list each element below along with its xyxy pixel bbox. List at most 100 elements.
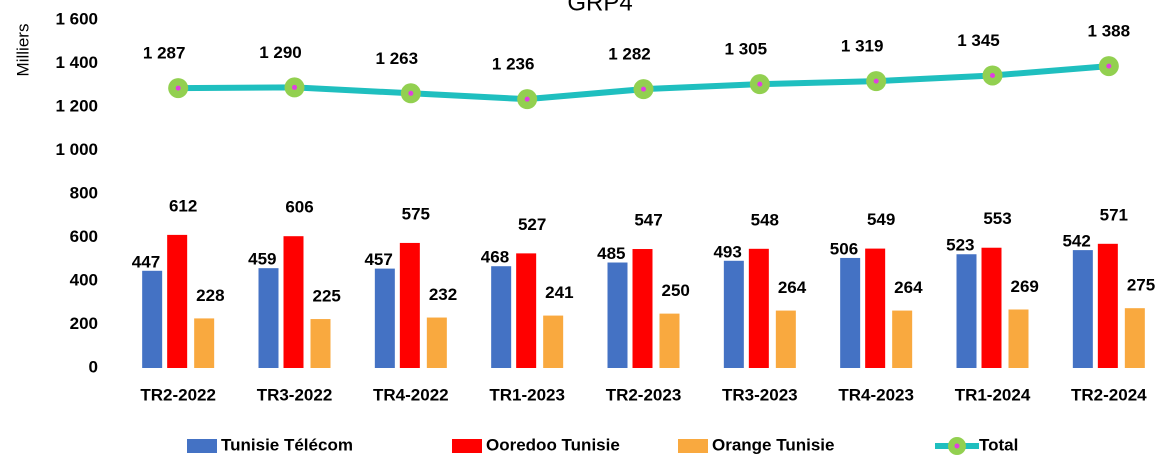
bar [167, 234, 188, 368]
bar [956, 254, 977, 368]
data-label: 1 263 [376, 49, 419, 68]
bar [892, 310, 913, 368]
bar [491, 266, 512, 368]
data-label: 571 [1100, 205, 1128, 224]
legend-label: Orange Tunisie [712, 435, 835, 454]
x-tick-label: TR2-2022 [140, 385, 216, 404]
marker-dot [1106, 63, 1112, 69]
data-label: 1 345 [957, 31, 1000, 50]
bar [748, 248, 769, 368]
y-tick-label: 1 600 [55, 9, 98, 28]
data-label: 447 [132, 252, 160, 271]
marker-dot [990, 72, 995, 78]
x-tick-label: TR1-2024 [955, 385, 1031, 404]
bar [399, 242, 420, 368]
data-label: 493 [713, 242, 741, 261]
y-tick-label: 800 [70, 183, 98, 202]
marker-dot [757, 81, 763, 87]
data-label: 527 [518, 215, 546, 234]
bar [607, 262, 628, 368]
data-label: 612 [169, 196, 197, 215]
bar [283, 236, 304, 368]
data-label: 485 [597, 244, 625, 263]
data-label: 606 [285, 198, 313, 217]
data-label: 1 305 [725, 40, 768, 59]
bar [632, 249, 653, 368]
bar [1097, 243, 1118, 368]
bar [840, 257, 861, 368]
y-tick-label: 200 [70, 314, 98, 333]
legend-label: Total [979, 435, 1018, 454]
marker-dot [641, 86, 646, 92]
bar [659, 313, 680, 368]
bar [426, 317, 447, 368]
legend-swatch [678, 439, 708, 453]
data-label: 1 282 [608, 45, 651, 64]
data-label: 1 287 [143, 44, 186, 63]
data-label: 232 [429, 285, 457, 304]
data-label: 468 [481, 248, 509, 267]
x-tick-label: TR2-2023 [606, 385, 682, 404]
data-label: 542 [1062, 232, 1090, 251]
x-tick-label: TR3-2022 [257, 385, 333, 404]
x-tick-label: TR1-2023 [489, 385, 565, 404]
bar [981, 247, 1002, 368]
legend-swatch [187, 439, 217, 453]
legend-swatch [452, 439, 482, 453]
y-tick-label: 1 000 [55, 140, 98, 159]
bar [1124, 308, 1145, 368]
data-label: 1 319 [841, 37, 884, 56]
x-tick-label: TR4-2022 [373, 385, 449, 404]
marker-dot [524, 96, 530, 102]
data-label: 1 388 [1088, 22, 1131, 41]
chart-title: GRP4 [567, 0, 632, 16]
data-label: 523 [946, 236, 974, 255]
y-tick-label: 600 [70, 227, 98, 246]
bar [865, 248, 886, 368]
marker-dot [292, 84, 297, 90]
y-tick-label: 1 200 [55, 96, 98, 115]
data-label: 547 [634, 211, 662, 230]
y-tick-label: 1 400 [55, 53, 98, 72]
marker-dot [408, 90, 414, 96]
y-axis-label: Milliers [13, 24, 32, 77]
data-label: 1 290 [259, 43, 302, 62]
data-label: 457 [364, 250, 392, 269]
bar [543, 315, 564, 368]
bar [516, 253, 537, 368]
x-tick-label: TR4-2023 [838, 385, 914, 404]
y-tick-label: 0 [89, 357, 98, 376]
bar [723, 260, 744, 368]
data-label: 275 [1127, 276, 1155, 295]
bar [310, 319, 331, 368]
bar [1008, 309, 1029, 368]
data-label: 506 [830, 239, 858, 258]
data-label: 250 [662, 281, 690, 300]
bar [142, 270, 163, 368]
legend-marker-dot [954, 443, 960, 449]
data-label: 225 [313, 287, 341, 306]
data-label: 264 [778, 278, 807, 297]
y-tick-label: 400 [70, 270, 98, 289]
bar [258, 268, 279, 368]
data-label: 269 [1011, 277, 1039, 296]
legend-label: Tunisie Télécom [221, 435, 353, 454]
data-label: 228 [196, 286, 224, 305]
data-label: 575 [402, 204, 430, 223]
x-tick-label: TR2-2024 [1071, 385, 1147, 404]
bar [194, 318, 215, 368]
data-label: 548 [751, 210, 779, 229]
data-label: 553 [983, 209, 1011, 228]
data-label: 459 [248, 250, 276, 269]
bar [1072, 250, 1093, 368]
bar [775, 310, 796, 368]
marker-dot [873, 78, 879, 84]
x-tick-label: TR3-2023 [722, 385, 798, 404]
data-label: 1 236 [492, 55, 535, 74]
legend-label: Ooredoo Tunisie [486, 435, 620, 454]
data-label: 241 [545, 283, 573, 302]
marker-dot [175, 85, 181, 91]
data-label: 264 [894, 278, 923, 297]
bar [374, 268, 395, 368]
